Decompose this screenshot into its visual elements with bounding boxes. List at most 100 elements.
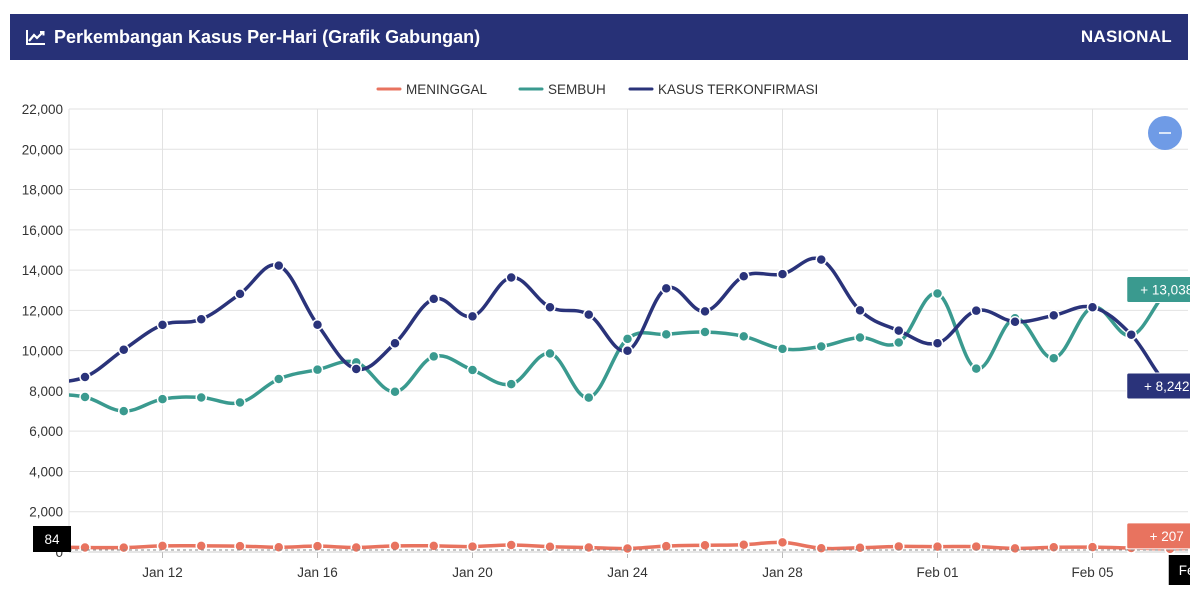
data-point-terkonfirmasi[interactable]: [699, 305, 711, 318]
data-point-meninggal[interactable]: [273, 541, 285, 554]
data-point-meninggal[interactable]: [311, 540, 324, 552]
data-point-terkonfirmasi[interactable]: [428, 293, 440, 305]
hover-tag-text: + 8,242: [1144, 379, 1189, 394]
data-point-meninggal[interactable]: [660, 540, 672, 552]
data-point-meninggal[interactable]: [118, 541, 130, 554]
zoom-out-icon[interactable]: [1148, 116, 1182, 150]
data-point-meninggal[interactable]: [350, 541, 362, 554]
data-point-sembuh[interactable]: [931, 287, 944, 300]
data-point-terkonfirmasi[interactable]: [970, 304, 982, 317]
scope-label: NASIONAL: [1080, 27, 1172, 46]
data-point-sembuh[interactable]: [466, 364, 479, 376]
data-point-terkonfirmasi[interactable]: [389, 337, 401, 350]
data-point-sembuh[interactable]: [118, 405, 130, 417]
data-point-meninggal[interactable]: [195, 540, 207, 552]
legend-label: SEMBUH: [548, 82, 606, 97]
data-point-terkonfirmasi[interactable]: [311, 318, 324, 331]
data-point-terkonfirmasi[interactable]: [195, 313, 207, 326]
data-point-terkonfirmasi[interactable]: [621, 345, 634, 357]
data-point-sembuh[interactable]: [544, 347, 556, 360]
data-point-terkonfirmasi[interactable]: [505, 271, 517, 284]
data-point-terkonfirmasi[interactable]: [466, 310, 479, 323]
data-point-sembuh[interactable]: [505, 378, 517, 390]
hover-label-terkonfirmasi: + 8,242: [1126, 372, 1190, 400]
data-point-sembuh[interactable]: [621, 333, 634, 345]
data-point-sembuh[interactable]: [583, 391, 595, 404]
legend-item-kasus-terkonfirmasi[interactable]: KASUS TERKONFIRMASI: [628, 82, 818, 97]
data-point-meninggal[interactable]: [505, 539, 517, 551]
data-point-sembuh[interactable]: [428, 350, 440, 363]
data-point-terkonfirmasi[interactable]: [544, 301, 556, 313]
hover-y-value-bg: [33, 526, 71, 552]
y-tick-label: 6,000: [29, 424, 63, 439]
data-point-meninggal[interactable]: [389, 540, 401, 552]
x-tick-label: Jan 16: [297, 565, 338, 580]
data-point-sembuh[interactable]: [699, 326, 711, 338]
data-point-meninggal[interactable]: [931, 540, 944, 553]
legend-item-sembuh[interactable]: SEMBUH: [518, 82, 606, 97]
data-point-sembuh[interactable]: [79, 391, 91, 403]
data-point-terkonfirmasi[interactable]: [776, 268, 789, 280]
data-point-sembuh[interactable]: [854, 331, 866, 344]
hover-x-value-label: Feb 08: [1168, 555, 1190, 585]
data-point-terkonfirmasi[interactable]: [583, 308, 595, 321]
data-point-meninggal[interactable]: [815, 542, 827, 554]
data-point-meninggal[interactable]: [79, 541, 91, 554]
data-point-meninggal[interactable]: [1048, 541, 1060, 553]
data-point-sembuh[interactable]: [234, 396, 246, 409]
hover-label-sembuh: + 13,038: [1126, 275, 1190, 303]
line-chart-icon: [26, 29, 46, 45]
data-point-terkonfirmasi[interactable]: [118, 343, 130, 356]
data-point-sembuh[interactable]: [738, 330, 750, 343]
data-point-terkonfirmasi[interactable]: [854, 304, 866, 317]
data-point-terkonfirmasi[interactable]: [79, 371, 91, 383]
data-point-terkonfirmasi[interactable]: [815, 253, 827, 266]
data-point-meninggal[interactable]: [1009, 542, 1021, 554]
data-point-sembuh[interactable]: [389, 386, 401, 398]
data-point-meninggal[interactable]: [1086, 541, 1099, 553]
data-point-terkonfirmasi[interactable]: [273, 259, 285, 272]
data-point-sembuh[interactable]: [776, 343, 789, 355]
data-point-terkonfirmasi[interactable]: [234, 288, 246, 300]
data-point-terkonfirmasi[interactable]: [1048, 309, 1060, 322]
data-point-terkonfirmasi[interactable]: [660, 282, 672, 295]
data-point-meninggal[interactable]: [544, 540, 556, 553]
data-point-meninggal[interactable]: [776, 536, 789, 549]
data-point-sembuh[interactable]: [970, 362, 982, 375]
data-point-terkonfirmasi[interactable]: [1009, 316, 1021, 328]
data-point-terkonfirmasi[interactable]: [738, 270, 750, 282]
data-point-terkonfirmasi[interactable]: [931, 337, 944, 349]
data-point-sembuh[interactable]: [273, 373, 285, 385]
x-tick-label: Jan 24: [607, 565, 648, 580]
data-point-meninggal[interactable]: [621, 542, 634, 554]
y-tick-label: 12,000: [22, 303, 63, 318]
data-point-meninggal[interactable]: [970, 540, 982, 553]
data-point-sembuh[interactable]: [195, 391, 207, 404]
data-point-meninggal[interactable]: [854, 542, 866, 554]
data-point-meninggal[interactable]: [156, 540, 169, 552]
legend-item-meninggal[interactable]: MENINGGAL: [376, 82, 488, 97]
data-point-sembuh[interactable]: [815, 340, 827, 353]
data-point-meninggal[interactable]: [466, 540, 479, 553]
data-point-terkonfirmasi[interactable]: [156, 319, 169, 331]
data-point-sembuh[interactable]: [311, 363, 324, 376]
data-point-meninggal[interactable]: [699, 539, 711, 551]
hover-tag-text: + 207: [1150, 529, 1184, 544]
data-point-meninggal[interactable]: [738, 538, 750, 551]
hover-tag-bg: [1126, 275, 1190, 303]
data-point-meninggal[interactable]: [234, 540, 246, 552]
data-point-terkonfirmasi[interactable]: [1086, 301, 1099, 313]
x-tick-label: Jan 20: [452, 565, 493, 580]
data-point-meninggal[interactable]: [583, 541, 595, 554]
data-point-terkonfirmasi[interactable]: [893, 324, 905, 337]
data-point-terkonfirmasi[interactable]: [350, 363, 362, 375]
data-point-sembuh[interactable]: [893, 336, 905, 349]
hover-x-value-bg: [1168, 555, 1190, 585]
data-point-sembuh[interactable]: [660, 328, 672, 341]
data-point-terkonfirmasi[interactable]: [1125, 328, 1137, 341]
data-point-sembuh[interactable]: [156, 393, 169, 405]
data-point-meninggal[interactable]: [428, 540, 440, 552]
data-point-sembuh[interactable]: [1048, 352, 1060, 364]
data-point-meninggal[interactable]: [893, 540, 905, 553]
hover-label-meninggal: + 207: [1126, 522, 1190, 550]
